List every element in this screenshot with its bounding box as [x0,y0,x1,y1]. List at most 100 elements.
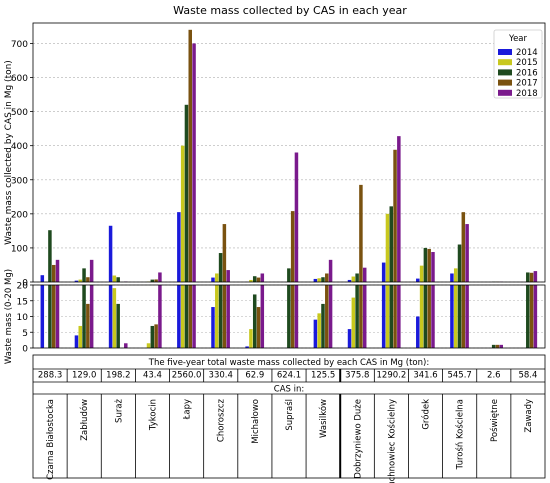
top-tick-label: 0 [22,279,28,289]
total-value: 1290.2 [377,371,407,381]
bar-bottom [252,294,257,348]
bar-top [112,275,117,282]
bottom-tick-label: 15 [17,297,28,307]
bar-top [249,279,253,282]
legend-swatch [498,89,512,96]
bar-top [465,224,469,282]
bar-bottom [256,307,261,348]
bar-bottom [51,285,56,348]
bar-bottom [180,285,185,348]
bar-top [211,277,215,282]
bar-top [192,43,196,282]
bar-bottom [226,285,230,348]
bar-top [347,279,352,282]
bar-bottom [260,285,265,348]
top-tick-label: 600 [11,74,28,84]
bar-top [290,211,295,282]
cas-label: Łapy [183,399,193,420]
legend-label: 2015 [516,58,538,68]
bar-top [529,272,534,282]
bar-top [40,275,45,282]
bar-bottom [393,285,397,348]
bar-top [313,278,318,282]
bar-bottom [154,324,158,348]
bar-top [260,273,265,282]
top-frame [32,22,546,283]
bar-bottom [89,285,94,348]
top-tick-label: 300 [11,176,28,186]
bar-bottom [423,285,428,348]
bar-top [89,259,94,282]
bar-top [158,272,162,282]
bar-bottom [108,285,113,348]
bar-bottom [86,303,90,348]
bar-top [328,259,333,282]
bar-bottom [397,285,401,348]
bar-bottom [381,285,386,348]
bar-top [325,273,329,282]
total-value: 129.0 [72,371,96,381]
bar-top [397,136,401,282]
bar-bottom [526,285,530,348]
bar-top [154,279,158,282]
bar-top [427,248,431,282]
bar-bottom [116,303,120,348]
bar-bottom [465,285,469,348]
top-tick-label: 500 [11,108,28,118]
bar-bottom [385,285,390,348]
table-frame [32,354,546,479]
bar-bottom [74,335,79,348]
legend-swatch [498,79,512,86]
bar-top [533,271,538,282]
bar-bottom [533,285,538,348]
bar-bottom [347,329,352,348]
bar-bottom [491,344,496,348]
bar-bottom [222,285,227,348]
bar-bottom [450,285,454,348]
bar-bottom [328,285,333,348]
bar-bottom [317,313,321,348]
top-tick-label: 200 [11,210,28,220]
cas-label: Dobrzyniewo Duże [353,399,363,479]
bar-bottom [287,285,291,348]
total-value: 62.9 [245,371,264,381]
bar-top [78,279,82,282]
bar-top [188,29,192,282]
bottom-tick-label: 10 [17,313,29,323]
total-value: 288.3 [38,371,62,381]
bar-bottom [245,346,249,348]
bottom-tick-label: 0 [22,345,28,355]
bar-bottom [313,319,318,348]
cas-label: Turośń Kościelna [455,399,466,470]
total-value: 2560.0 [172,371,202,381]
bottom-tick-label: 20 [17,282,29,292]
bar-top [355,273,359,282]
bar-bottom [48,285,52,348]
bar-top [385,213,390,282]
cas-caption: CAS in: [274,385,304,395]
cas-label: Gródek [421,399,432,430]
bar-bottom [416,316,420,348]
top-tick-label: 400 [11,142,28,152]
bar-top [381,262,386,282]
top-tick-label: 700 [11,40,28,50]
bar-bottom [321,303,325,348]
bar-bottom [55,285,60,348]
total-value: 330.4 [209,371,233,381]
bar-top [416,278,420,282]
total-value: 58.4 [518,371,537,381]
cas-label: Supraśl [284,399,295,431]
y-axis-label-bottom: Waste mass (0-20 Mg) [4,269,14,364]
total-value: 341.6 [413,371,437,381]
legend-swatch [498,69,512,76]
bar-bottom [453,285,458,348]
bar-top [359,184,363,282]
bar-bottom [325,285,329,348]
bar-bottom [188,285,192,348]
bar-bottom [218,285,223,348]
top-plot: 0 100 200 300 400 500 600 700 Waste mass collect… [4,22,546,289]
total-value: 375.8 [345,371,369,381]
cas-label: Zabłudów [79,399,90,441]
legend-swatch [498,49,512,55]
